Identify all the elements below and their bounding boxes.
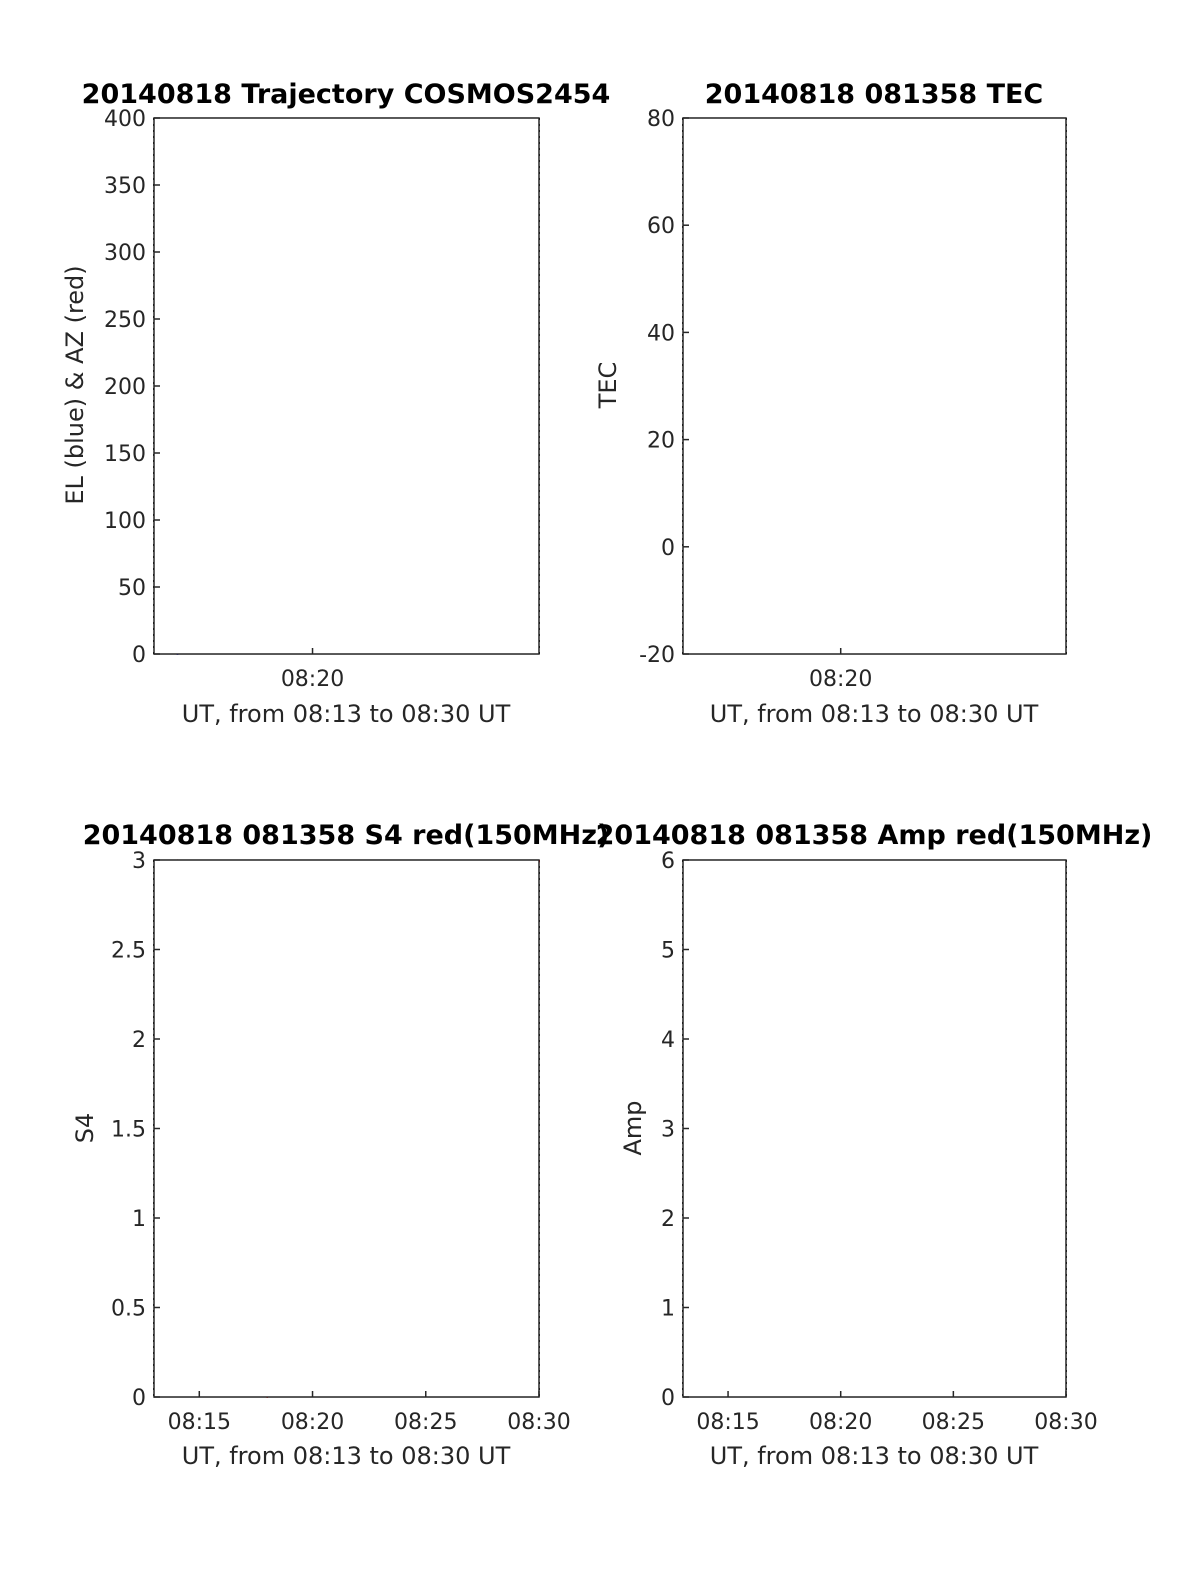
x-tick-label: 08:20 [809, 1410, 872, 1435]
y-axis-label: S4 [71, 1113, 99, 1144]
plot-area: -20 0 20 40 60 80 08:20 [639, 107, 1067, 692]
panel-s4: 20140818 081358 S4 red(150MHz) UT, from … [71, 820, 609, 1470]
panel-title: 20140818 081358 Amp red(150MHz) [596, 820, 1153, 851]
y-axis-label: Amp [619, 1100, 647, 1155]
y-tick-label: 40 [647, 321, 675, 346]
y-tick-label: 20 [647, 429, 675, 454]
panel-title: 20140818 081358 S4 red(150MHz) [83, 820, 610, 851]
x-axis-label: UT, from 08:13 to 08:30 UT [182, 700, 511, 728]
y-tick-label: 60 [647, 214, 675, 239]
x-tick-label: 08:20 [809, 667, 872, 692]
y-tick-label: 150 [104, 442, 146, 467]
y-tick-label: 3 [132, 849, 146, 874]
x-axis-label: UT, from 08:13 to 08:30 UT [710, 700, 1039, 728]
y-tick-label: 3 [661, 1118, 675, 1143]
x-tick-label: 08:30 [1034, 1410, 1097, 1435]
x-tick-label: 08:30 [507, 1410, 570, 1435]
plot-area: 0 50 100 150 200 250 300 350 400 08:20 [104, 107, 540, 692]
x-tick-label: 08:20 [281, 1410, 344, 1435]
x-axis-label: UT, from 08:13 to 08:30 UT [182, 1442, 511, 1470]
panel-title: 20140818 081358 TEC [705, 79, 1044, 110]
panel-trajectory: 20140818 Trajectory COSMOS2454 UT, from … [61, 79, 610, 728]
y-tick-label: 0 [661, 536, 675, 561]
y-tick-label: 0 [661, 1386, 675, 1411]
y-tick-label: 5 [661, 939, 675, 964]
y-tick-label: 2.5 [111, 939, 146, 964]
y-tick-label: 0.5 [111, 1297, 146, 1322]
y-tick-label: 1.5 [111, 1118, 146, 1143]
y-tick-label: 4 [661, 1028, 675, 1053]
x-axis-label: UT, from 08:13 to 08:30 UT [710, 1442, 1039, 1470]
plot-area: 0 1 2 3 4 5 6 08:15 08:20 08:25 08:30 [661, 849, 1098, 1435]
axes-box [153, 859, 540, 1398]
y-tick-label: 400 [104, 107, 146, 132]
panel-title: 20140818 Trajectory COSMOS2454 [82, 79, 611, 110]
panel-tec: 20140818 081358 TEC UT, from 08:13 to 08… [594, 79, 1067, 728]
y-tick-label: 0 [132, 643, 146, 668]
y-axis-label: TEC [594, 362, 622, 410]
y-tick-label: 1 [661, 1297, 675, 1322]
panel-amp: 20140818 081358 Amp red(150MHz) UT, from… [596, 820, 1153, 1470]
y-tick-label: 250 [104, 308, 146, 333]
y-tick-label: 80 [647, 107, 675, 132]
y-tick-label: 200 [104, 375, 146, 400]
y-tick-label: -20 [639, 643, 675, 668]
x-tick-label: 08:20 [281, 667, 344, 692]
axes-box [682, 859, 1067, 1398]
x-tick-label: 08:15 [168, 1410, 231, 1435]
y-tick-label: 1 [132, 1207, 146, 1232]
y-tick-label: 50 [118, 576, 146, 601]
axes-box [682, 117, 1067, 655]
x-tick-label: 08:25 [394, 1410, 457, 1435]
y-tick-label: 100 [104, 509, 146, 534]
x-tick-label: 08:25 [922, 1410, 985, 1435]
axes-box [153, 117, 540, 655]
y-tick-label: 300 [104, 241, 146, 266]
y-tick-label: 2 [132, 1028, 146, 1053]
y-tick-label: 2 [661, 1207, 675, 1232]
y-tick-label: 6 [661, 849, 675, 874]
y-axis-label: EL (blue) & AZ (red) [61, 265, 89, 504]
plot-area: 0 0.5 1 1.5 2 2.5 3 08:15 08:20 08:25 08:30 [111, 849, 571, 1435]
y-tick-label: 350 [104, 174, 146, 199]
x-tick-label: 08:15 [696, 1410, 759, 1435]
y-tick-label: 0 [132, 1386, 146, 1411]
